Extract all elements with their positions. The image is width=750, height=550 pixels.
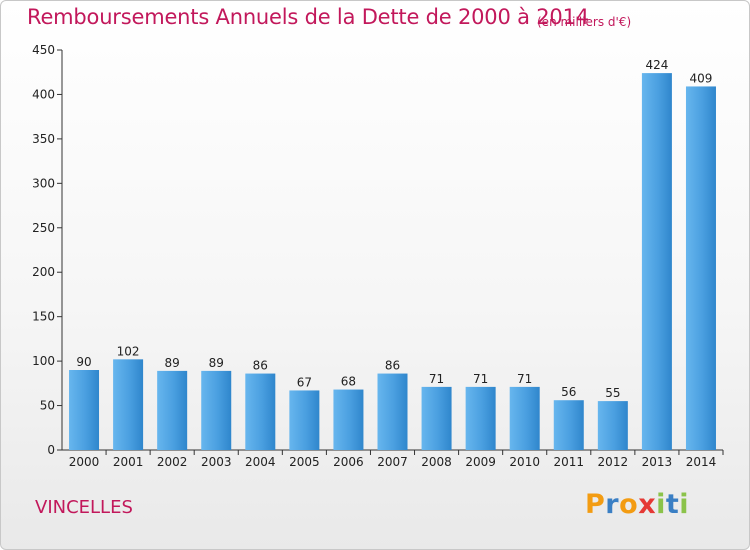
- x-tick-label: 2010: [509, 455, 540, 469]
- logo-letter: t: [665, 489, 680, 520]
- bar: [157, 370, 188, 450]
- y-tick-label: 450: [32, 43, 55, 57]
- logo-letter: i: [656, 489, 666, 520]
- chart-title: Remboursements Annuels de la Dette de 20…: [27, 5, 589, 29]
- data-label: 89: [165, 356, 180, 370]
- bar: [333, 389, 364, 450]
- bar: [685, 86, 716, 450]
- y-tick-label: 400: [32, 87, 55, 101]
- bar: [245, 373, 276, 450]
- data-label: 71: [517, 372, 532, 386]
- x-tick-label: 2008: [421, 455, 452, 469]
- bar: [377, 373, 408, 450]
- x-tick-label: 2012: [598, 455, 629, 469]
- x-tick-label: 2007: [377, 455, 408, 469]
- logo-letter: i: [679, 489, 690, 520]
- y-tick-label: 350: [32, 132, 55, 146]
- x-tick-label: 2004: [245, 455, 276, 469]
- bar: [201, 370, 232, 450]
- bar: [641, 73, 672, 450]
- logo-letter: r: [605, 489, 620, 520]
- x-tick-label: 2002: [157, 455, 188, 469]
- x-tick-label: 2003: [201, 455, 232, 469]
- logo-letter: o: [619, 489, 639, 520]
- y-tick-label: 250: [32, 221, 55, 235]
- y-tick-label: 0: [47, 443, 55, 457]
- x-tick-label: 2000: [69, 455, 100, 469]
- chart-unit-note: (en milliers d'€): [537, 15, 632, 29]
- logo-letter: P: [585, 489, 606, 520]
- y-tick-label: 50: [40, 399, 55, 413]
- logo-letter: x: [638, 489, 657, 520]
- y-tick-label: 300: [32, 176, 55, 190]
- data-label: 67: [297, 375, 312, 389]
- x-tick-label: 2014: [686, 455, 717, 469]
- y-tick-label: 200: [32, 265, 55, 279]
- bar: [465, 386, 496, 450]
- x-tick-label: 2013: [642, 455, 673, 469]
- proxiti-logo: Proxiti: [585, 489, 689, 520]
- x-tick-label: 2001: [113, 455, 144, 469]
- bar: [69, 370, 100, 450]
- data-label: 56: [561, 385, 576, 399]
- data-label: 89: [209, 356, 224, 370]
- x-tick-label: 2011: [553, 455, 584, 469]
- bar: [509, 386, 540, 450]
- x-tick-label: 2009: [465, 455, 496, 469]
- x-tick-label: 2006: [333, 455, 364, 469]
- bar: [553, 400, 584, 450]
- data-label: 86: [253, 359, 268, 373]
- data-label: 424: [645, 58, 668, 72]
- data-label: 68: [341, 375, 356, 389]
- data-label: 86: [385, 359, 400, 373]
- data-label: 71: [473, 372, 488, 386]
- data-label: 102: [117, 344, 140, 358]
- town-name: VINCELLES: [35, 497, 133, 518]
- y-tick-label: 100: [32, 354, 55, 368]
- bar: [113, 359, 144, 450]
- x-tick-label: 2005: [289, 455, 320, 469]
- bar: [289, 390, 320, 450]
- bar: [597, 401, 628, 450]
- y-tick-label: 150: [32, 310, 55, 324]
- data-label: 90: [76, 355, 91, 369]
- bar: [421, 386, 452, 450]
- data-label: 71: [429, 372, 444, 386]
- data-label: 409: [690, 71, 713, 85]
- data-label: 55: [605, 386, 620, 400]
